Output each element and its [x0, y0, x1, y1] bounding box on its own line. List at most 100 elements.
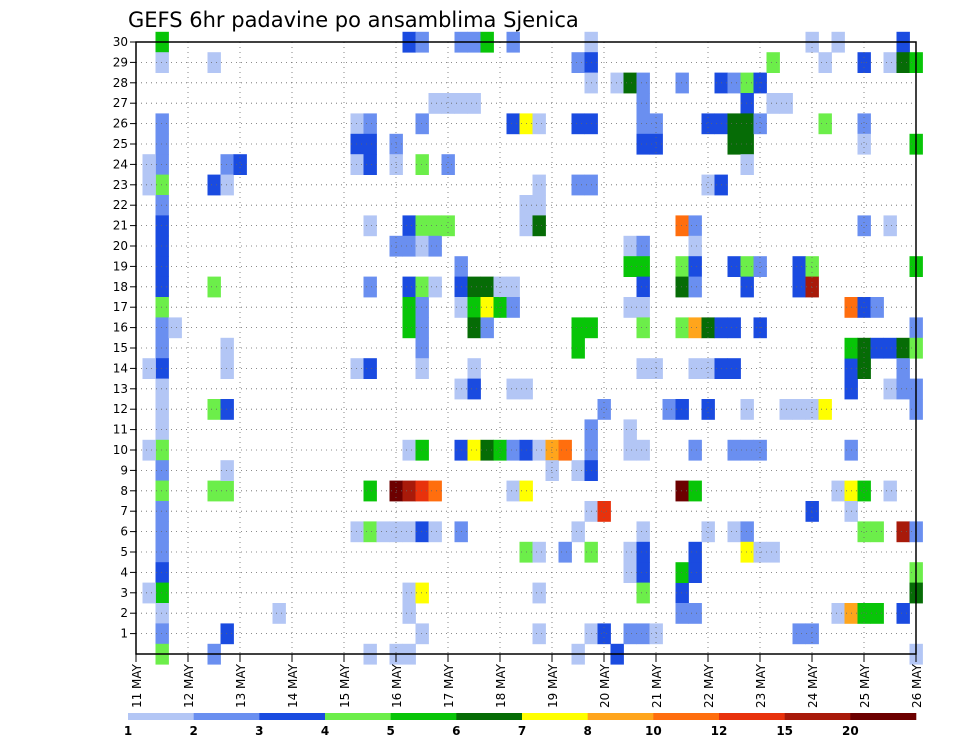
precip-cell [155, 460, 169, 481]
precip-cell [818, 52, 832, 73]
precip-cell [155, 582, 169, 604]
y-tick-label: 24 [113, 157, 128, 171]
precip-cell [636, 256, 650, 277]
y-tick-label: 14 [113, 361, 128, 375]
precip-cell [740, 541, 754, 563]
precip-cell [220, 154, 234, 175]
precip-cell [155, 378, 169, 400]
precip-cell [220, 399, 234, 420]
x-tick-label: 23 MAY [754, 663, 768, 708]
precip-cell [155, 399, 169, 420]
precip-cell [883, 378, 897, 400]
precip-cell [571, 337, 585, 359]
precip-cell [402, 480, 416, 502]
precip-cell [636, 582, 650, 604]
y-tick-label: 2 [120, 606, 128, 620]
precip-cell [155, 154, 169, 175]
x-tick-label: 22 MAY [702, 663, 716, 708]
precip-cell [402, 235, 416, 257]
precip-cell [688, 603, 702, 624]
precip-cell [857, 603, 871, 624]
precip-cell [623, 623, 637, 645]
precip-cell [480, 276, 494, 298]
precip-cell [155, 623, 169, 645]
precip-cell [857, 113, 871, 135]
precip-cell [532, 195, 546, 216]
precip-cell [415, 521, 429, 543]
x-tick-label: 11 MAY [130, 663, 144, 708]
y-tick-label: 7 [120, 504, 128, 518]
precip-cell [805, 623, 819, 645]
precip-cell [506, 439, 520, 461]
precip-cell [467, 439, 481, 461]
precip-cell [740, 72, 754, 94]
precip-cell [207, 52, 221, 73]
precip-cell [740, 256, 754, 277]
colorbar-segment [390, 713, 457, 720]
colorbar-label: 3 [255, 724, 263, 738]
precip-cell [857, 521, 871, 543]
precip-cell [532, 582, 546, 604]
y-tick-label: 20 [113, 239, 128, 253]
precip-cell [701, 358, 715, 379]
precip-cell [155, 317, 169, 339]
chart-title: GEFS 6hr padavine po ansamblima Sjenica [128, 8, 579, 32]
precip-cell [688, 541, 702, 563]
precip-cell [545, 439, 559, 461]
precip-cell [571, 521, 585, 543]
precip-cell [155, 541, 169, 563]
y-tick-label: 16 [113, 321, 128, 335]
precip-cell [727, 317, 741, 339]
precip-cell [155, 562, 169, 583]
precip-cell [883, 52, 897, 73]
precip-cell [675, 215, 689, 237]
precip-cell [142, 174, 156, 196]
colorbar-label: 12 [711, 724, 728, 738]
colorbar-segment [522, 713, 588, 720]
precip-cell [636, 297, 650, 318]
precip-cell [740, 276, 754, 298]
y-axis: 1234567891011121314151617181920212223242… [113, 35, 136, 641]
precip-cell [363, 133, 377, 155]
precip-cell [415, 623, 429, 645]
x-tick-label: 18 MAY [494, 663, 508, 708]
precip-cell [636, 439, 650, 461]
precip-cell [636, 358, 650, 379]
colorbar-label: 7 [518, 724, 526, 738]
precip-cell [155, 358, 169, 379]
colorbar-label: 15 [776, 724, 793, 738]
precip-cell [727, 256, 741, 277]
precip-cell [350, 358, 364, 379]
y-tick-label: 5 [120, 545, 128, 559]
precip-cell [818, 113, 832, 135]
x-tick-label: 16 MAY [390, 663, 404, 708]
y-tick-label: 18 [113, 280, 128, 294]
precip-cell [415, 235, 429, 257]
y-tick-label: 9 [120, 463, 128, 477]
precip-cell [870, 603, 884, 624]
precip-cell [272, 603, 286, 624]
precip-cell [363, 521, 377, 543]
precip-cell [857, 215, 871, 237]
precip-cell [532, 623, 546, 645]
precip-cell [155, 603, 169, 624]
precip-cell [467, 378, 481, 400]
precip-cell [597, 399, 611, 420]
precip-cell [896, 52, 910, 73]
precip-cell [636, 235, 650, 257]
precip-cell [220, 480, 234, 502]
colorbar-segment [128, 713, 194, 720]
precip-cell [753, 113, 767, 135]
precip-cell [155, 297, 169, 318]
x-tick-label: 24 MAY [806, 663, 820, 708]
precip-cell [766, 93, 780, 114]
precip-cell [675, 256, 689, 277]
precip-cell [415, 480, 429, 502]
precip-cell [506, 480, 520, 502]
precip-cell [155, 256, 169, 277]
precip-cell [701, 174, 715, 196]
precip-cell [870, 337, 884, 359]
precip-cell [402, 276, 416, 298]
x-tick-label: 26 MAY [910, 663, 924, 708]
precip-cell [818, 399, 832, 420]
